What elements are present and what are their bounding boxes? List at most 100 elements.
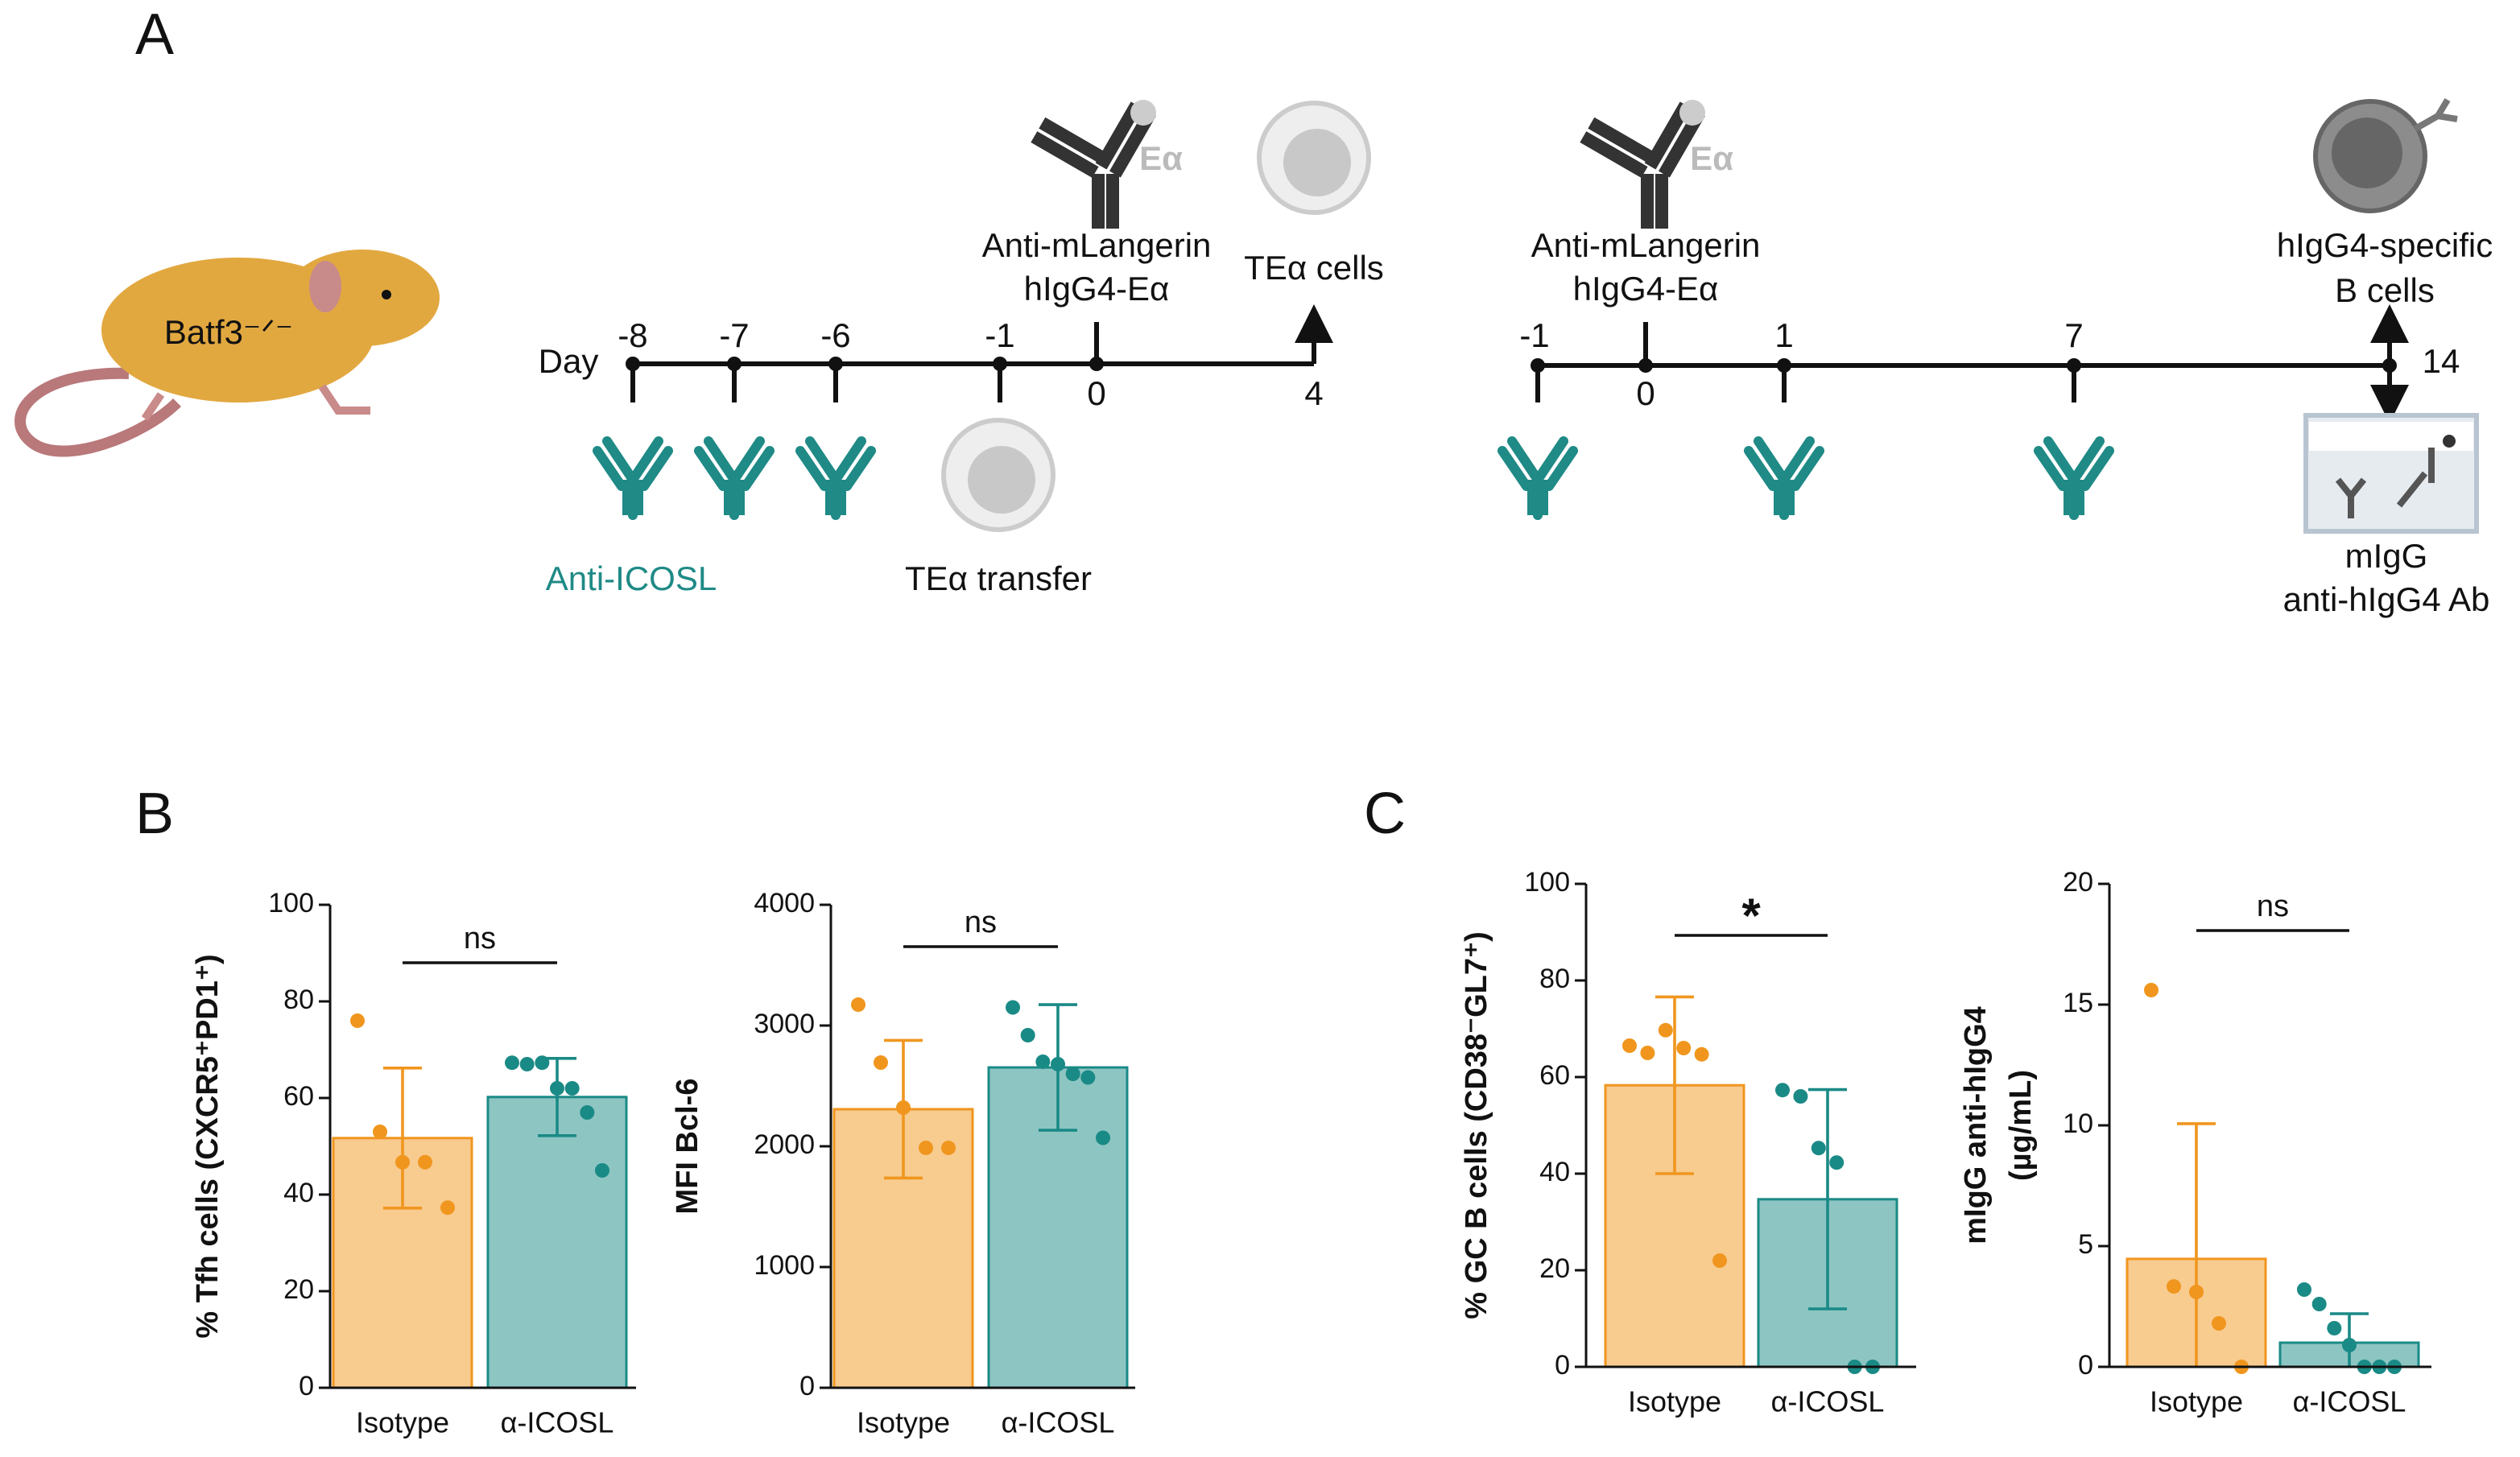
- antibody-icon: [1031, 100, 1156, 229]
- y-tick-label: 0: [2078, 1350, 2093, 1381]
- y-tick-label: 15: [2063, 988, 2093, 1018]
- data-point: [519, 1057, 535, 1071]
- y-axis-label: % GC B cells (CD38⁻GL7⁺): [1460, 931, 1493, 1319]
- data-point: [1640, 1046, 1655, 1060]
- data-point: [1658, 1022, 1673, 1038]
- bar: [486, 1096, 628, 1388]
- data-point: [440, 1200, 455, 1216]
- x-tick-label: Isotype: [857, 1406, 950, 1439]
- plot: [332, 1057, 628, 1388]
- data-point: [1676, 1041, 1692, 1055]
- data-point: [1829, 1155, 1845, 1170]
- data-point: [2167, 1279, 2181, 1294]
- antibody-label: hIgG4-Eα: [1024, 270, 1170, 307]
- x-tick-label: Isotype: [2150, 1385, 2243, 1418]
- mouse-icon: [14, 250, 440, 457]
- y-tick-label: 80: [283, 984, 314, 1015]
- y-tick-label: 40: [283, 1178, 314, 1208]
- data-point: [1811, 1141, 1826, 1156]
- cell-icon: [941, 418, 1056, 532]
- y-tick-label: 80: [1539, 964, 1570, 994]
- data-point: [1080, 1070, 1096, 1085]
- data-point: [535, 1055, 550, 1071]
- data-point: [1775, 1083, 1790, 1098]
- data-point: [919, 1140, 933, 1155]
- data-point: [350, 1013, 365, 1028]
- antibody-icon: [597, 441, 668, 515]
- data-point: [2212, 1316, 2226, 1331]
- data-point: [896, 1100, 911, 1115]
- y-tick-label: 20: [1539, 1253, 1570, 1284]
- error-bar: [1655, 995, 1694, 1175]
- data-point: [418, 1154, 432, 1170]
- antigen-label: Eα: [1139, 139, 1183, 177]
- significance-label: ns: [965, 906, 997, 939]
- day-tick: -7: [719, 316, 749, 354]
- antibody-icon: [800, 441, 871, 515]
- x-tick-label: α-ICOSL: [501, 1406, 614, 1439]
- day-tick: 0: [1087, 374, 1105, 412]
- data-point: [373, 1125, 387, 1139]
- antibody-icon: [1580, 100, 1705, 229]
- panel-label: C: [1364, 782, 1406, 846]
- antibody-icon: [699, 441, 770, 515]
- plot: [2125, 1122, 2420, 1367]
- y-axis-label: % Tfh cells (CXCR5⁺PD1⁺): [191, 954, 225, 1338]
- data-point: [2327, 1321, 2342, 1335]
- x-tick-label: α-ICOSL: [1771, 1385, 1885, 1418]
- y-axis-label: mIgG anti-hIgG4: [1959, 1006, 1993, 1244]
- well-icon: [2303, 413, 2479, 534]
- data-point: [2189, 1285, 2204, 1299]
- significance-label: ns: [2257, 889, 2289, 923]
- data-point: [1622, 1038, 1637, 1053]
- data-point: [1712, 1253, 1727, 1268]
- readout-label: mIgG: [2345, 537, 2428, 575]
- y-tick-label: 10: [2063, 1108, 2093, 1139]
- day-tick: 14: [2423, 342, 2460, 380]
- data-point: [941, 1140, 956, 1155]
- antibody-label: hIgG4-Eα: [1573, 270, 1719, 307]
- plot: [1604, 995, 1898, 1367]
- day-tick: 0: [1636, 374, 1655, 412]
- y-tick-label: 60: [1539, 1060, 1570, 1091]
- data-point: [505, 1055, 519, 1071]
- mouse-label: Batf3⁻ᐟ⁻: [164, 313, 293, 351]
- day-tick: -1: [985, 316, 1014, 354]
- data-point: [580, 1105, 595, 1120]
- antibody-label: Anti-mLangerin: [1531, 226, 1761, 264]
- antibody-label: Anti-mLangerin: [982, 226, 1212, 264]
- timeline: [1535, 304, 2409, 423]
- data-point: [2311, 1297, 2327, 1311]
- b-cell-icon: [2313, 97, 2458, 213]
- panel-label: B: [135, 782, 174, 846]
- antibody-icon: [1502, 441, 1573, 515]
- y-tick-label: 20: [283, 1274, 314, 1305]
- x-tick-label: α-ICOSL: [2293, 1385, 2406, 1418]
- data-point: [564, 1081, 580, 1096]
- readout-label: anti-hIgG4 Ab: [2283, 580, 2490, 618]
- data-point: [1020, 1028, 1035, 1042]
- data-point: [1051, 1057, 1065, 1071]
- x-tick-label: Isotype: [1628, 1385, 1721, 1418]
- data-point: [1065, 1067, 1080, 1081]
- day-label: Day: [539, 342, 599, 380]
- data-point: [595, 1163, 609, 1178]
- y-tick-label: 60: [283, 1081, 314, 1112]
- error-bar: [1808, 1088, 1847, 1310]
- y-tick-label: 0: [799, 1371, 815, 1401]
- significance-label: *: [1741, 889, 1761, 943]
- data-point: [395, 1154, 410, 1170]
- y-tick-label: 0: [1555, 1350, 1570, 1381]
- cell-icon: [1257, 101, 1371, 215]
- y-tick-label: 20: [2063, 867, 2093, 898]
- day-tick: 1: [1774, 316, 1793, 354]
- y-tick-label: 1000: [754, 1250, 815, 1281]
- y-tick-label: 0: [299, 1371, 314, 1401]
- antibody-icon: [2039, 441, 2109, 515]
- y-tick-label: 100: [1524, 867, 1570, 898]
- y-tick-label: 4000: [754, 888, 815, 918]
- data-point: [550, 1081, 564, 1096]
- day-tick: 4: [1304, 374, 1323, 412]
- day-tick: -6: [820, 316, 850, 354]
